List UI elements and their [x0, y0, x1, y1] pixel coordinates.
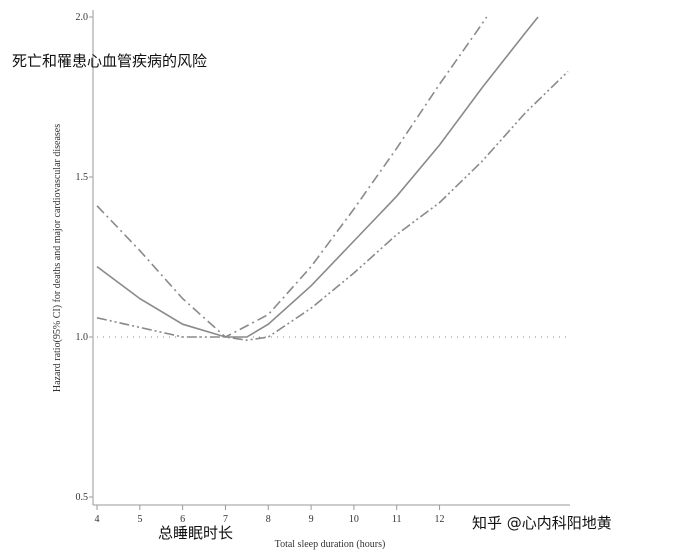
annotation: 总睡眠时长 [158, 524, 233, 542]
y-tick-label: 1.5 [76, 172, 89, 183]
x-tick-label: 7 [223, 514, 228, 525]
x-tick-label: 6 [180, 514, 185, 525]
series-line [96, 16, 539, 338]
x-tick-label: 8 [266, 514, 271, 525]
x-tick-label: 4 [95, 514, 100, 525]
series-line [96, 16, 488, 338]
x-tick-label: 10 [349, 514, 359, 525]
annotation: 知乎 @心内科阳地黄 [472, 514, 612, 532]
x-axis-label: Total sleep duration (hours) [275, 539, 386, 550]
y-axis-label: Hazard ratio(95% CI) for deaths and majo… [52, 124, 63, 392]
x-tick-label: 5 [137, 514, 142, 525]
x-tick-label: 12 [435, 514, 445, 525]
x-tick-label: 9 [309, 514, 314, 525]
series-line [96, 70, 569, 342]
annotation: 死亡和罹患心血管疾病的风险 [12, 52, 207, 70]
y-tick-label: 1.0 [76, 332, 89, 343]
y-tick-label: 0.5 [76, 492, 89, 503]
x-tick-label: 11 [392, 514, 402, 525]
y-tick-label: 2.0 [76, 12, 89, 23]
